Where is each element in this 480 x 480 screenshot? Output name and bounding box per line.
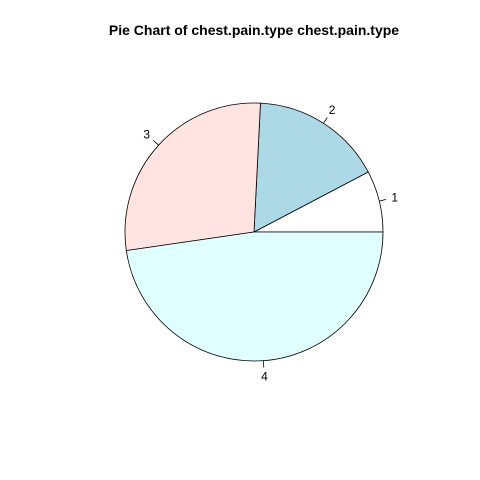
pie-tick-1 — [379, 199, 386, 201]
pie-slice-3 — [125, 103, 260, 251]
pie-slices — [125, 103, 383, 361]
pie-label-3: 3 — [143, 127, 150, 141]
pie-label-2: 2 — [329, 103, 336, 117]
pie-label-1: 1 — [391, 190, 398, 204]
pie-tick-2 — [323, 117, 327, 123]
pie-tick-3 — [153, 140, 158, 145]
pie-tick-4 — [263, 361, 264, 368]
pie-slice-4 — [126, 232, 383, 361]
pie-label-4: 4 — [261, 370, 268, 384]
chart-title: Pie Chart of chest.pain.type chest.pain.… — [109, 22, 399, 38]
